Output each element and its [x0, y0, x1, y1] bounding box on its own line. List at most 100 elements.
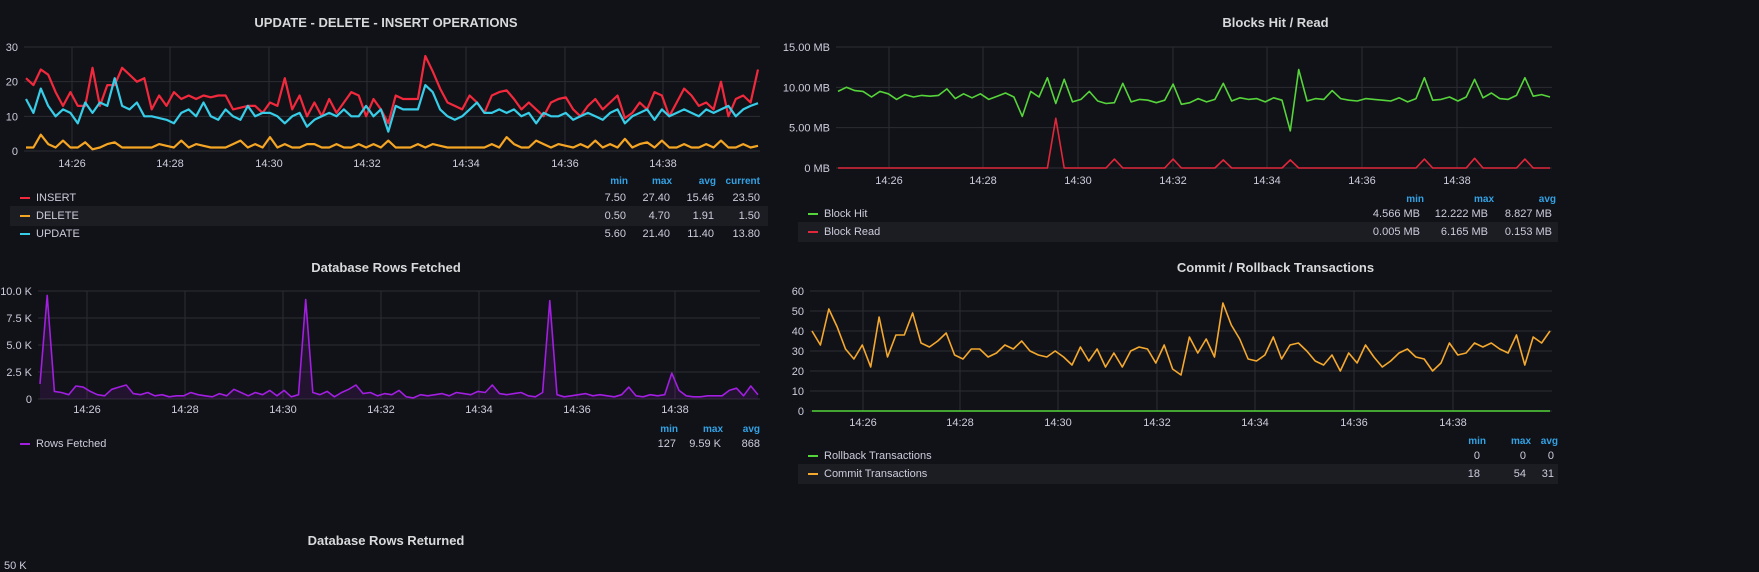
series-line-block-read[interactable] [838, 117, 1550, 169]
legend-header-min[interactable]: min [1468, 436, 1486, 447]
ops-panel-title[interactable]: UPDATE - DELETE - INSERT OPERATIONS [254, 15, 518, 30]
legend-row-update[interactable]: UPDATE 5.60 21.40 11.40 13.80 [10, 224, 768, 244]
legend-label-block-hit: Block Hit [824, 208, 868, 220]
y-tick-label: 40 [792, 326, 804, 338]
series-line-insert[interactable] [25, 54, 760, 125]
legend-header-max[interactable]: max [702, 424, 723, 435]
legend-value: 23.50 [732, 192, 760, 204]
blocks-panel: Blocks Hit / Read 0 MB 5.00 MB 10.00 MB 15.… [783, 0, 1759, 250]
x-tick-label: 14:32 [1159, 175, 1187, 187]
series-line-block-hit[interactable] [837, 68, 1551, 132]
y-tick-label: 0 [798, 406, 804, 418]
legend-header-min[interactable]: min [1406, 194, 1424, 205]
x-tick-label: 14:34 [1241, 417, 1269, 429]
legend-row-commit[interactable]: Commit Transactions 18 54 31 [798, 464, 1558, 484]
x-tick-label: 14:30 [269, 404, 297, 416]
legend-header-avg[interactable]: avg [742, 424, 760, 435]
legend-value: 18 [1467, 468, 1480, 480]
legend-value: 54 [1513, 468, 1526, 480]
legend-label-commit: Commit Transactions [824, 468, 928, 480]
legend-header-avg[interactable]: avg [1540, 436, 1558, 447]
legend-header-avg[interactable]: avg [1538, 194, 1556, 205]
y-tick-label: 7.5 K [6, 313, 32, 325]
legend-value: 6.165 MB [1440, 226, 1488, 238]
ops-legend: min max avg current INSERT 7.50 27.40 15… [10, 172, 768, 244]
legend-label-block-read: Block Read [824, 226, 881, 238]
legend-header-max[interactable]: max [1473, 194, 1494, 205]
legend-header-max[interactable]: max [651, 176, 672, 187]
legend-row-rollback[interactable]: Rollback Transactions 0 0 0 [798, 446, 1558, 466]
legend-header-avg[interactable]: avg [698, 176, 716, 187]
ops-chart[interactable]: 0 10 20 30 14:26 14:28 14:30 14:32 14:34 14:36 14:… [0, 0, 772, 180]
legend-row-delete[interactable]: DELETE 0.50 4.70 1.91 1.50 [10, 206, 768, 226]
blocks-panel-title[interactable]: Blocks Hit / Read [1222, 15, 1329, 30]
series-area-rows-fetched [40, 295, 758, 399]
legend-value: 0 [1519, 450, 1526, 462]
legend-label-update: UPDATE [36, 228, 80, 240]
legend-value: 31 [1541, 468, 1554, 480]
y-tick-label: 20 [6, 77, 18, 89]
legend-row-block-hit[interactable]: Block Hit 4.566 MB 12.222 MB 8.827 MB [798, 204, 1558, 224]
y-tick-label: 10 [792, 386, 804, 398]
x-tick-label: 14:30 [1044, 417, 1072, 429]
legend-row-insert[interactable]: INSERT 7.50 27.40 15.46 23.50 [10, 188, 768, 208]
y-tick-label: 10 [6, 111, 18, 123]
x-tick-label: 14:36 [551, 158, 579, 170]
legend-header-current[interactable]: current [725, 176, 760, 187]
x-tick-label: 14:38 [1443, 175, 1471, 187]
x-tick-label: 14:36 [1340, 417, 1368, 429]
legend-label-delete: DELETE [36, 210, 79, 222]
x-tick-label: 14:26 [875, 175, 903, 187]
fetched-panel-title[interactable]: Database Rows Fetched [311, 260, 461, 275]
rollback-swatch [808, 455, 818, 457]
legend-value: 0.153 MB [1504, 226, 1552, 238]
rows-fetched-swatch [20, 443, 30, 445]
x-tick-label: 14:28 [946, 417, 974, 429]
legend-value: 4.70 [648, 210, 670, 222]
y-tick-label: 0 MB [804, 163, 830, 175]
returned-panel-title[interactable]: Database Rows Returned [307, 533, 465, 548]
x-tick-label: 14:34 [465, 404, 493, 416]
block-read-swatch [808, 231, 818, 233]
legend-header-max[interactable]: max [1510, 436, 1531, 447]
series-line-delete[interactable] [26, 133, 759, 151]
commit-panel-title[interactable]: Commit / Rollback Transactions [1176, 260, 1375, 275]
commit-legend: min max avg Rollback Transactions 0 0 0 … [798, 434, 1558, 486]
x-tick-label: 14:38 [1439, 417, 1467, 429]
legend-value: 0.50 [604, 210, 626, 222]
commit-panel: Commit / Rollback Transactions 0 10 20 30 40… [792, 250, 1759, 550]
blocks-chart[interactable]: 0 MB 5.00 MB 10.00 MB 15.00 MB 14:26 14:28 14:… [783, 0, 1759, 190]
y-tick-label: 10.00 MB [783, 82, 830, 94]
delete-swatch [20, 215, 30, 217]
legend-value: 127 [657, 438, 676, 450]
y-tick-label: 10.0 K [0, 286, 32, 298]
fetched-panel: Database Rows Fetched 0 2.5 K 5.0 K 7.5 K 10… [0, 250, 772, 520]
legend-header-min[interactable]: min [660, 424, 678, 435]
legend-value: 8.827 MB [1504, 208, 1552, 220]
x-tick-label: 14:28 [171, 404, 199, 416]
y-tick-label: 0 [26, 394, 32, 406]
legend-row-block-read[interactable]: Block Read 0.005 MB 6.165 MB 0.153 MB [798, 222, 1558, 242]
update-swatch [20, 233, 30, 235]
legend-value: 1.91 [692, 210, 714, 222]
series-line-commit-transactions[interactable] [811, 302, 1551, 376]
legend-value: 5.60 [604, 228, 626, 240]
x-tick-label: 14:34 [1253, 175, 1281, 187]
series-line-update[interactable] [25, 77, 759, 133]
x-tick-label: 14:28 [969, 175, 997, 187]
x-tick-label: 14:26 [849, 417, 877, 429]
series-line-rows-fetched[interactable] [39, 294, 759, 399]
commit-chart[interactable]: 0 10 20 30 40 50 60 14:26 14:28 14:30 14:32 14:34 14… [792, 250, 1759, 430]
legend-value: 9.59 K [689, 438, 721, 450]
legend-row-rows-fetched[interactable]: Rows Fetched 127 9.59 K 868 [10, 434, 768, 454]
x-tick-label: 14:36 [563, 404, 591, 416]
legend-value: 0 [1547, 450, 1554, 462]
legend-value: 21.40 [642, 228, 670, 240]
fetched-chart[interactable]: 0 2.5 K 5.0 K 7.5 K 10.0 K 14:26 14:28 14:30 14:… [0, 250, 772, 430]
legend-value: 27.40 [642, 192, 670, 204]
x-tick-label: 14:26 [58, 158, 86, 170]
x-tick-label: 14:30 [255, 158, 283, 170]
y-tick-label: 30 [792, 346, 804, 358]
legend-header-min[interactable]: min [610, 176, 628, 187]
legend-value: 12.222 MB [1434, 208, 1488, 220]
